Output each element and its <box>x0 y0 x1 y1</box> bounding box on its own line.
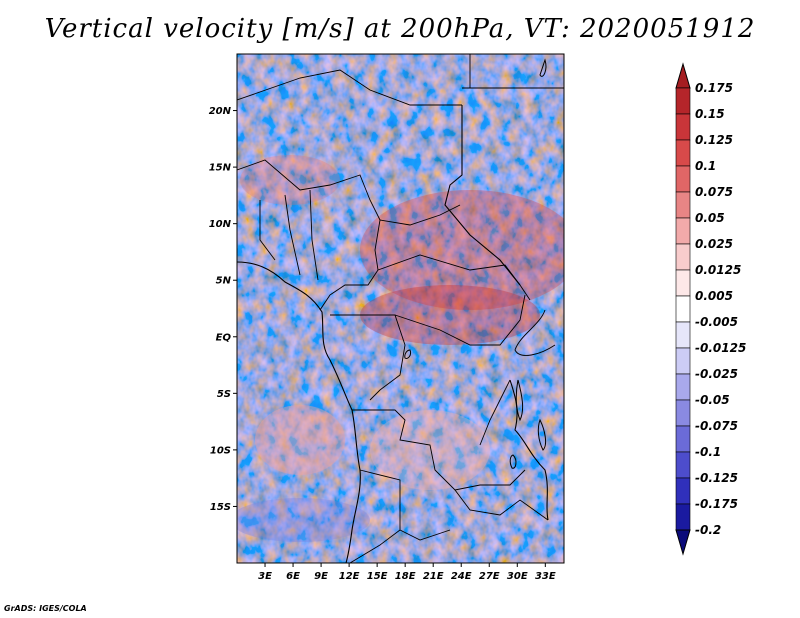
colorbar-swatch <box>675 113 691 141</box>
lat-tick-label: 10N <box>209 219 232 230</box>
chart-title: Vertical velocity [m/s] at 200hPa, VT: 2… <box>44 14 756 44</box>
colorbar-label: -0.025 <box>695 367 738 381</box>
lat-tick-label: 5S <box>217 389 231 400</box>
colorbar-label: -0.2 <box>695 523 721 537</box>
colorbar-label: 0.025 <box>695 237 733 251</box>
colorbar-swatch <box>675 191 691 219</box>
colorbar-swatch <box>675 425 691 453</box>
colorbar-label: 0.15 <box>695 107 725 121</box>
colorbar-label: -0.175 <box>695 497 738 511</box>
colorbar-swatch <box>675 503 691 531</box>
longitude-axis: 3E 6E 9E 12E 15E 18E 21E 24E 27E 30E 33E <box>258 563 556 582</box>
lat-tick-label: 5N <box>216 276 232 287</box>
lon-tick-label: 30E <box>507 571 528 582</box>
colorbar-label: -0.05 <box>695 393 730 407</box>
colorbar-label: -0.125 <box>695 471 738 485</box>
lon-tick-label: 6E <box>286 571 300 582</box>
colorbar-label: 0.125 <box>695 133 733 147</box>
colorbar-swatch <box>675 373 691 401</box>
colorbar-label: -0.0125 <box>695 341 746 355</box>
map-frame <box>236 53 565 564</box>
colorbar-label: 0.1 <box>695 159 716 173</box>
lon-tick-label: 27E <box>479 571 500 582</box>
colorbar-swatch <box>675 295 691 323</box>
lon-tick-label: 12E <box>339 571 360 582</box>
lon-tick-label: 3E <box>258 571 272 582</box>
colorbar-swatch <box>675 243 691 271</box>
lat-tick-label: EQ <box>216 332 232 343</box>
lat-tick-label: 10S <box>210 445 231 456</box>
colorbar-swatch <box>675 477 691 505</box>
grads-credit: GrADS: IGES/COLA <box>4 604 87 613</box>
colorbar-label: -0.005 <box>695 315 738 329</box>
colorbar-swatch <box>675 87 691 115</box>
colorbar-label: -0.1 <box>695 445 721 459</box>
convection-zone <box>360 190 564 310</box>
colorbar-label: 0.05 <box>695 211 725 225</box>
lon-tick-label: 9E <box>314 571 328 582</box>
colorbar-label: 0.005 <box>695 289 733 303</box>
lon-tick-label: 21E <box>423 571 444 582</box>
lakes <box>404 58 547 469</box>
colorbar-swatch <box>675 139 691 167</box>
lon-tick-label: 15E <box>367 571 388 582</box>
colorbar: 0.175 0.15 0.125 0.1 0.075 0.05 0.025 0.0125 0.0… <box>675 62 746 556</box>
lon-tick-label: 33E <box>535 571 556 582</box>
lat-tick-label: 15N <box>209 163 232 174</box>
colorbar-label: -0.075 <box>695 419 738 433</box>
lat-tick-label: 20N <box>209 106 232 117</box>
country-borders <box>237 54 564 563</box>
colorbar-swatch <box>675 321 691 349</box>
colorbar-label: 0.0125 <box>695 263 741 277</box>
map-panel <box>237 54 564 563</box>
colorbar-swatch <box>675 165 691 193</box>
colorbar-swatch <box>675 269 691 297</box>
lon-tick-label: 24E <box>451 571 472 582</box>
colorbar-swatch <box>675 217 691 245</box>
colorbar-swatch <box>675 451 691 479</box>
colorbar-label: 0.175 <box>695 81 733 95</box>
colorbar-bottom-arrow <box>675 529 691 556</box>
colorbar-swatch <box>675 399 691 427</box>
colorbar-top-arrow <box>675 62 691 89</box>
lon-tick-label: 18E <box>395 571 416 582</box>
colorbar-label: 0.075 <box>695 185 733 199</box>
lat-tick-label: 15S <box>210 502 231 513</box>
colorbar-swatch <box>675 347 691 375</box>
latitude-axis: 20N 15N 10N 5N EQ 5S 10S 15S <box>209 106 237 513</box>
